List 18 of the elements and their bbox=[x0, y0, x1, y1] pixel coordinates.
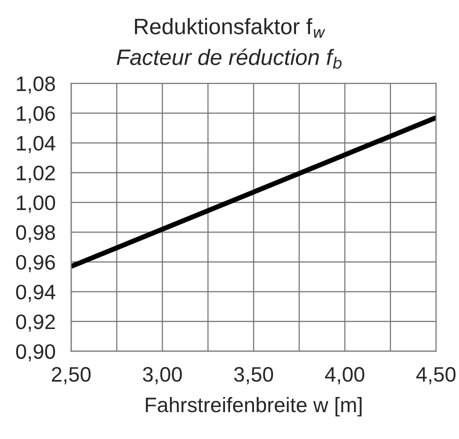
chart-subtitle: Facteur de réduction f$_{b}$ bbox=[116, 48, 342, 69]
y-tick-label: 1,00 bbox=[16, 195, 56, 213]
y-tick-label: 0,98 bbox=[16, 225, 55, 242]
y-tick-label: 1,04 bbox=[16, 136, 56, 154]
x-tick-label: 3,00 bbox=[142, 367, 182, 384]
y-tick-label: 0,94 bbox=[16, 284, 56, 302]
x-tick-label: 2,50 bbox=[52, 367, 91, 384]
y-tick-label: 1,06 bbox=[16, 106, 55, 124]
x-tick-label: 4,50 bbox=[416, 367, 456, 384]
x-tick-label: 4,00 bbox=[325, 367, 364, 384]
x-tick-label: 3,50 bbox=[234, 367, 274, 384]
chart-title: Reduktionsfaktor f$_{w}$ bbox=[134, 18, 326, 38]
y-tick-label: 0,90 bbox=[16, 344, 56, 362]
x-axis-title: Fahrstreifenbreite w [m] bbox=[146, 397, 362, 416]
y-tick-label: 1,02 bbox=[16, 166, 55, 183]
y-tick-label: 0,96 bbox=[16, 254, 55, 272]
y-tick-label: 0,92 bbox=[16, 314, 55, 332]
y-tick-label: 1,08 bbox=[16, 76, 55, 94]
